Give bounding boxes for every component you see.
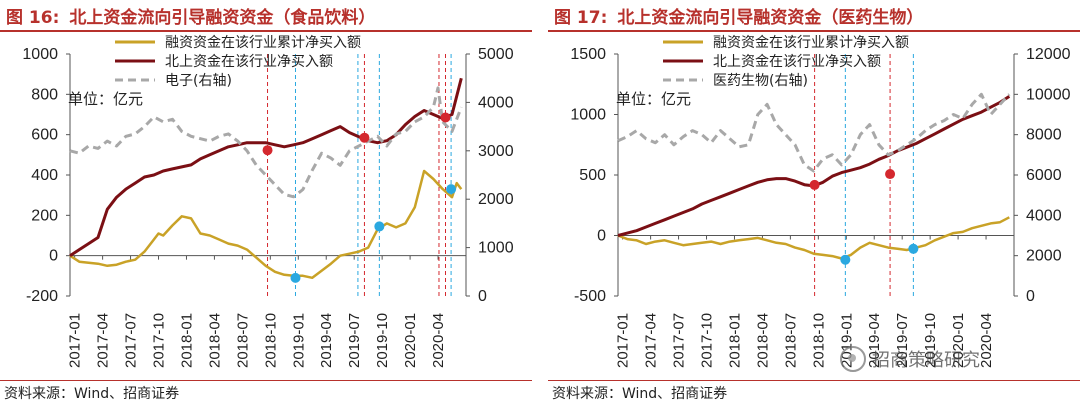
chart-pharma-biotech: -500 0 500 1000 1500 0 2000 4000 6000 8000 10000 12…	[570, 35, 1071, 368]
legend-label: 融资资金在该行业累计净买入额	[165, 35, 361, 51]
legend-label: 北上资金在该行业净买入额	[165, 54, 333, 70]
chart-food-beverage: -200 0 200 400 600 800 1000 0 1000 2000 3000 4000 50…	[22, 35, 514, 368]
x-tick-label: 2020-04	[978, 313, 995, 368]
right-tick-label: 2000	[1026, 248, 1062, 265]
series-line	[69, 169, 463, 280]
right-tick-label: 6000	[1026, 167, 1062, 184]
x-tick-label: 2020-01	[950, 313, 967, 368]
x-tick-label: 2018-01	[726, 313, 743, 368]
left-tick-label: 0	[597, 228, 606, 245]
x-tick-label: 2019-04	[866, 313, 883, 368]
red-marker	[359, 132, 370, 143]
figure-title: 北上资金流向引导融资资金（医药生物）	[617, 7, 924, 28]
x-tick-label: 2017-10	[699, 313, 716, 368]
x-tick-label: 2017-04	[643, 313, 660, 368]
figure-17: 图 17: 北上资金流向引导融资资金（医药生物） -500 0 500 1000 150…	[548, 0, 1080, 408]
x-tick-label: 2018-01	[178, 313, 195, 368]
figure-number: 图 16:	[6, 7, 60, 28]
x-tick-label: 2018-04	[754, 313, 771, 368]
left-tick-label: 1500	[570, 46, 606, 63]
wechat-icon	[840, 346, 866, 372]
watermark-text: 招商策略研究	[872, 350, 980, 371]
unit-label: 单位：亿元	[616, 90, 691, 108]
x-tick-label: 2017-07	[671, 313, 688, 368]
figure-title-bar: 图 17: 北上资金流向引导融资资金（医药生物）	[548, 0, 1080, 30]
blue-marker	[908, 243, 919, 254]
x-tick-label: 2018-07	[782, 313, 799, 368]
x-tick-label: 2018-10	[262, 313, 279, 368]
legend-label: 医药生物(右轴)	[713, 73, 808, 89]
left-tick-label: 1000	[570, 107, 606, 124]
x-tick-label: 2020-01	[402, 313, 419, 368]
left-tick-label: 200	[31, 207, 58, 224]
x-tick-label: 2019-07	[894, 313, 911, 368]
source-rule	[0, 380, 532, 381]
x-tick-label: 2017-10	[151, 313, 168, 368]
title-rule	[0, 30, 532, 32]
x-tick-label: 2019-07	[346, 313, 363, 368]
right-tick-label: 3000	[478, 143, 514, 160]
blue-marker	[446, 184, 457, 195]
left-tick-label: 600	[31, 127, 58, 144]
red-marker	[885, 169, 896, 180]
figure-number: 图 17:	[554, 7, 608, 28]
x-tick-label: 2017-01	[615, 313, 632, 368]
x-tick-label: 2018-10	[810, 313, 827, 368]
blue-marker	[374, 221, 385, 232]
right-tick-label: 10000	[1026, 86, 1071, 103]
x-tick-label: 2017-07	[123, 313, 140, 368]
x-tick-label: 2019-01	[290, 313, 307, 368]
watermark: 招商策略研究	[840, 346, 980, 372]
series-line	[617, 95, 1011, 237]
left-tick-label: -500	[574, 288, 606, 305]
legend-label: 电子(右轴)	[165, 73, 232, 89]
x-tick-label: 2017-04	[95, 313, 112, 368]
legend-label: 融资资金在该行业累计净买入额	[713, 35, 909, 51]
x-tick-label: 2019-10	[922, 313, 939, 368]
figure-title: 北上资金流向引导融资资金（食品饮料）	[69, 7, 376, 28]
left-tick-label: 500	[579, 167, 606, 184]
left-tick-label: 800	[31, 86, 58, 103]
source-rule	[548, 380, 1080, 381]
source-note: 资料来源：Wind、招商证券	[552, 386, 728, 402]
right-tick-label: 8000	[1026, 127, 1062, 144]
title-rule	[548, 30, 1080, 32]
right-tick-label: 2000	[478, 191, 514, 208]
legend-label: 北上资金在该行业净买入额	[713, 54, 881, 70]
series-line	[69, 86, 463, 199]
right-tick-label: 4000	[478, 94, 514, 111]
right-tick-label: 1000	[478, 240, 514, 257]
x-tick-label: 2018-04	[206, 313, 223, 368]
x-tick-label: 2019-04	[318, 313, 335, 368]
x-tick-label: 2020-04	[430, 313, 447, 368]
x-tick-label: 2018-07	[234, 313, 251, 368]
series-line	[617, 92, 1011, 173]
right-tick-label: 12000	[1026, 46, 1071, 63]
red-marker	[440, 112, 451, 123]
blue-marker	[290, 272, 301, 283]
right-tick-label: 0	[478, 288, 487, 305]
x-tick-label: 2017-01	[67, 313, 84, 368]
series-line	[617, 216, 1010, 260]
left-tick-label: 0	[49, 248, 58, 265]
unit-label: 单位：亿元	[68, 90, 143, 108]
right-tick-label: 4000	[1026, 207, 1062, 224]
source-note: 资料来源：Wind、招商证券	[4, 386, 180, 402]
left-tick-label: 1000	[22, 46, 58, 63]
right-tick-label: 5000	[478, 46, 514, 63]
red-marker	[809, 179, 820, 190]
figure-title-bar: 图 16: 北上资金流向引导融资资金（食品饮料）	[0, 0, 532, 30]
left-tick-label: -200	[26, 288, 58, 305]
right-tick-label: 0	[1026, 288, 1035, 305]
figure-16: 图 16: 北上资金流向引导融资资金（食品饮料） -200 0 200 400 600 8…	[0, 0, 532, 408]
x-tick-label: 2019-10	[374, 313, 391, 368]
blue-marker	[840, 254, 851, 265]
red-marker	[262, 145, 273, 156]
left-tick-label: 400	[31, 167, 58, 184]
